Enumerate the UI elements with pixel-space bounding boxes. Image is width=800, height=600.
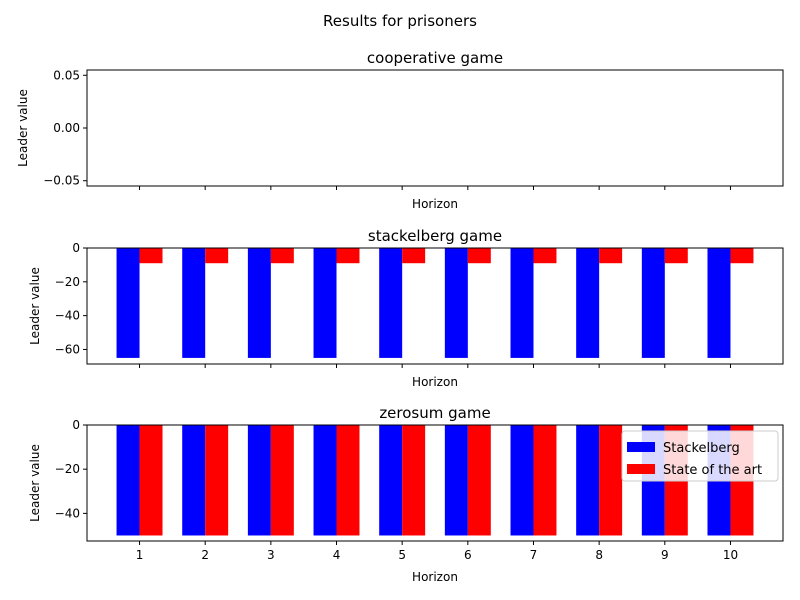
bar-state-of-the-art-5 — [402, 425, 426, 536]
y-tick-label: −20 — [55, 275, 80, 289]
y-axis-label: Leader value — [16, 89, 30, 167]
y-tick-label: 0 — [72, 418, 80, 432]
bar-state-of-the-art-7 — [533, 248, 557, 264]
bar-stackelberg-10 — [707, 248, 731, 358]
legend-box — [621, 430, 779, 482]
bar-stackelberg-8 — [576, 425, 600, 536]
bar-stackelberg-3 — [247, 425, 271, 536]
bar-state-of-the-art-6 — [467, 248, 491, 264]
bar-state-of-the-art-6 — [467, 425, 491, 536]
bar-stackelberg-6 — [444, 248, 468, 358]
bar-state-of-the-art-2 — [205, 425, 229, 536]
x-tick-label: 4 — [333, 548, 341, 562]
legend-swatch — [627, 442, 655, 452]
bar-stackelberg-5 — [379, 425, 403, 536]
axes-frame — [86, 69, 784, 187]
bar-stackelberg-3 — [247, 248, 271, 358]
y-tick-label: −20 — [55, 462, 80, 476]
y-tick-label: −60 — [55, 342, 80, 356]
y-axis-label: Leader value — [28, 444, 42, 522]
bar-stackelberg-6 — [444, 425, 468, 536]
figure-suptitle: Results for prisoners — [323, 12, 477, 30]
bar-stackelberg-4 — [313, 248, 337, 358]
bar-state-of-the-art-5 — [402, 248, 426, 264]
axes-frame — [86, 247, 784, 365]
x-tick-label: 8 — [595, 548, 603, 562]
bar-state-of-the-art-8 — [599, 425, 623, 536]
bar-stackelberg-2 — [182, 248, 206, 358]
x-tick-label: 2 — [201, 548, 209, 562]
bar-state-of-the-art-9 — [664, 248, 688, 264]
subplot-1: 0.05 0.00 −0.05 cooperative game Horizon Lead… — [16, 49, 784, 211]
bar-state-of-the-art-10 — [730, 248, 754, 264]
x-axis-label: Horizon — [412, 570, 458, 584]
bar-state-of-the-art-2 — [205, 248, 229, 264]
bar-state-of-the-art-3 — [270, 248, 294, 264]
bar-stackelberg-4 — [313, 425, 337, 536]
bar-stackelberg-7 — [510, 248, 534, 358]
y-tick-label: −40 — [55, 506, 80, 520]
bar-stackelberg-1 — [116, 425, 140, 536]
legend-label: Stackelberg — [663, 441, 740, 456]
legend-swatch — [627, 464, 655, 474]
bar-stackelberg-5 — [379, 248, 403, 358]
x-tick-label: 3 — [267, 548, 275, 562]
y-tick-label: 0.00 — [53, 121, 80, 135]
bar-state-of-the-art-1 — [139, 425, 163, 536]
y-axis-label: Leader value — [28, 267, 42, 345]
bar-state-of-the-art-1 — [139, 248, 163, 264]
x-tick-label: 5 — [398, 548, 406, 562]
x-tick-label: 10 — [723, 548, 738, 562]
subplot-2: 0 −20 −40 −60 stackelberg game Horizon Leader … — [28, 227, 784, 389]
bar-state-of-the-art-3 — [270, 425, 294, 536]
bar-state-of-the-art-8 — [599, 248, 623, 264]
bar-state-of-the-art-7 — [533, 425, 557, 536]
y-tick-label: −0.05 — [43, 174, 80, 188]
legend-label: State of the art — [663, 463, 762, 478]
y-tick-label: 0.05 — [53, 68, 80, 82]
bar-state-of-the-art-4 — [336, 248, 360, 264]
x-tick-label: 1 — [136, 548, 144, 562]
bar-stackelberg-1 — [116, 248, 140, 358]
x-axis-label: Horizon — [412, 375, 458, 389]
subplot-3: 0 −20 −40 1 2 3 4 5 6 7 8 9 10 zerosum game Horizon Lea… — [28, 404, 784, 584]
legend: Stackelberg State of the art — [621, 430, 779, 482]
x-tick-label: 7 — [530, 548, 538, 562]
y-tick-label: −40 — [55, 309, 80, 323]
bar-stackelberg-2 — [182, 425, 206, 536]
bar-state-of-the-art-4 — [336, 425, 360, 536]
axes-frame — [86, 424, 784, 542]
bar-stackelberg-7 — [510, 425, 534, 536]
y-tick-label: 0 — [72, 241, 80, 255]
subplot-title: zerosum game — [379, 404, 490, 422]
subplots: 0.05 0.00 −0.05 cooperative game Horizon Lead… — [16, 49, 784, 584]
x-axis-label: Horizon — [412, 197, 458, 211]
bar-stackelberg-8 — [576, 248, 600, 358]
subplot-title: cooperative game — [367, 49, 503, 67]
bar-stackelberg-9 — [641, 248, 665, 358]
x-tick-label: 6 — [464, 548, 472, 562]
subplot-title: stackelberg game — [368, 227, 502, 245]
x-tick-label: 9 — [661, 548, 669, 562]
